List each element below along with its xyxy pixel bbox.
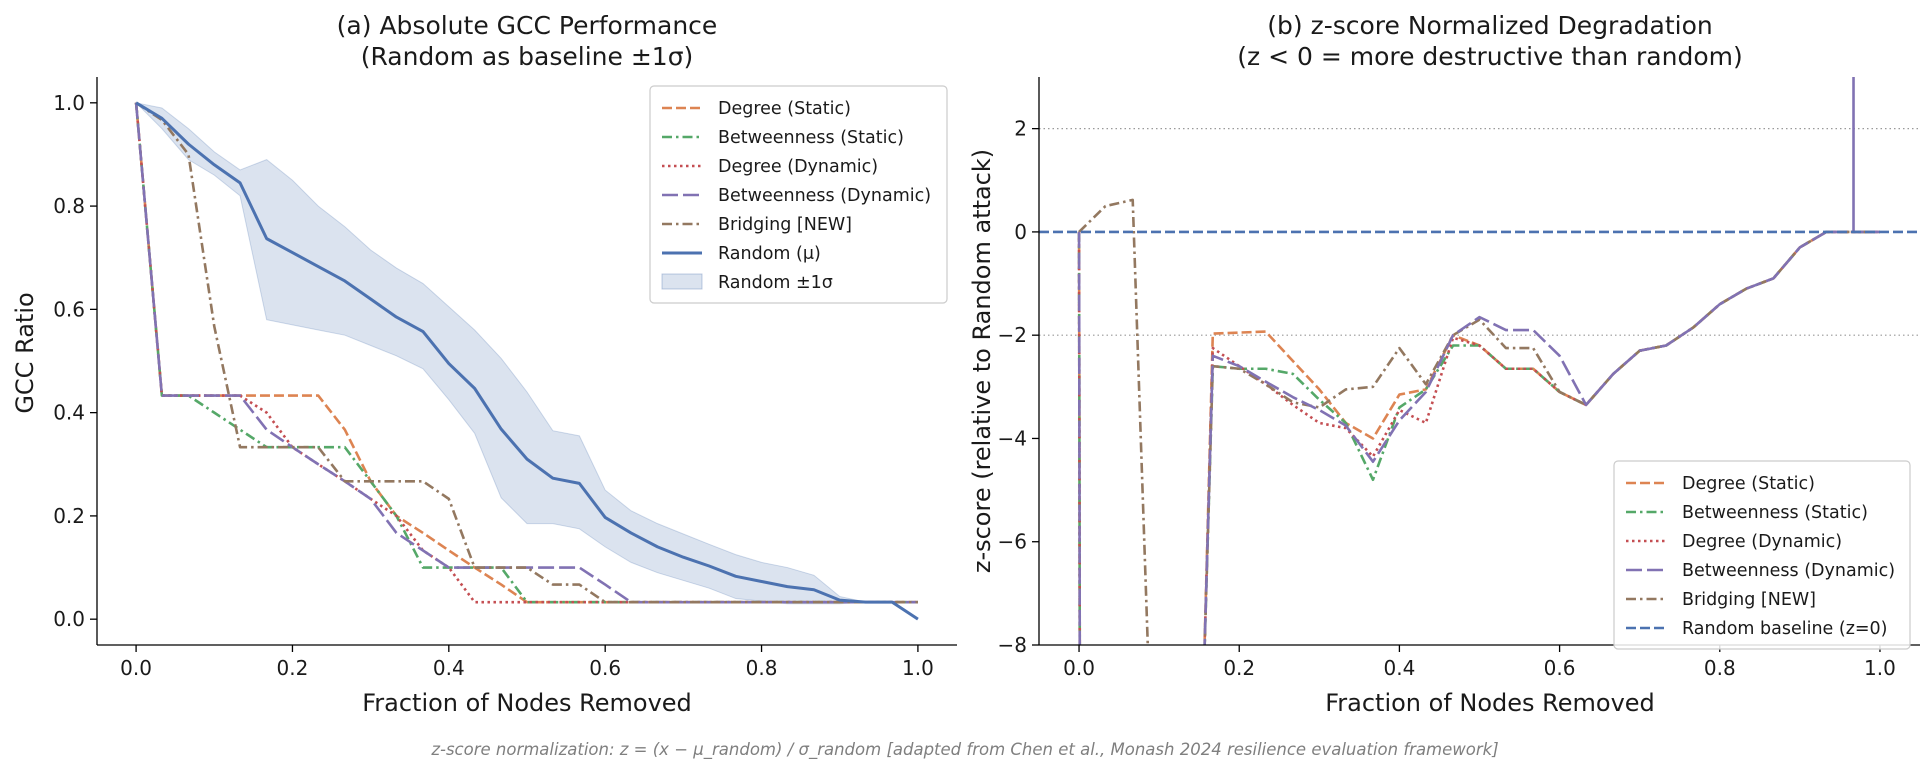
panel-a-x-tick-label: 0.0 (120, 656, 152, 680)
panel-b-y-tick-label: 2 (1014, 117, 1027, 141)
panel-a-y-tick-label: 0.0 (53, 607, 85, 631)
panel-a-axes: 0.0 0.2 0.4 0.6 0.8 1.0 0.0 0.2 0.4 0.6 0.8 1.0 (53, 77, 957, 680)
panel-a-x-tick-label: 0.8 (746, 656, 778, 680)
panel-a-x-tick-label: 0.6 (589, 656, 621, 680)
panel-b-x-tick-label: 0.2 (1223, 656, 1255, 680)
panel-b-x-axis-label: Fraction of Nodes Removed (1325, 689, 1655, 717)
panel-b-legend-label: Degree (Dynamic) (1682, 532, 1842, 552)
panel-a-title-line-1: (a) Absolute GCC Performance (337, 11, 718, 40)
panel-a-legend-frame (649, 85, 948, 304)
panel-a-y-tick-label: 0.8 (53, 194, 85, 218)
panel-a-y-axis-label: GCC Ratio (11, 292, 39, 413)
panel-a-x-tick-label: 0.4 (433, 656, 465, 680)
panel-b-legend-label: Random baseline (z=0) (1682, 619, 1888, 639)
panel-absolute-gcc: (a) Absolute GCC Performance (Random as … (11, 11, 957, 717)
panel-a-legend-label: Degree (Static) (718, 99, 851, 119)
panel-b-legend-label: Betweenness (Static) (1682, 503, 1868, 523)
panel-b-y-tick-label: −8 (998, 633, 1027, 657)
panel-b-series-betweenness-dynamic (1077, 77, 1880, 645)
panel-b-legend-label: Bridging [NEW] (1682, 590, 1816, 610)
panel-b-title-line-2: (z < 0 = more destructive than random) (1237, 42, 1742, 71)
panel-a-series-degree-dynamic (134, 102, 918, 604)
panel-b-x-tick-label: 0.6 (1544, 656, 1576, 680)
panel-a-legend: Degree (Static) Betweenness (Static) Degre… (649, 85, 948, 304)
panel-b-title-line-1: (b) z-score Normalized Degradation (1267, 11, 1712, 40)
panel-a-y-tick-label: 0.6 (53, 297, 85, 321)
panel-a-legend-label: Betweenness (Dynamic) (718, 186, 931, 206)
panel-a-x-tick-label: 1.0 (902, 656, 934, 680)
panel-a-plot-area (134, 101, 919, 621)
panel-b-y-tick-label: −6 (998, 530, 1027, 554)
panel-a-legend-swatch (661, 273, 703, 290)
panel-a-x-tick-label: 0.2 (277, 656, 309, 680)
panel-a-y-tick-label: 0.4 (53, 401, 85, 425)
panel-b-legend-label: Betweenness (Dynamic) (1682, 561, 1895, 581)
panel-a-x-axis-label: Fraction of Nodes Removed (362, 689, 692, 717)
panel-a-series-bridging-new (135, 101, 918, 604)
panel-b-y-tick-label: 0 (1014, 220, 1027, 244)
panel-b-x-tick-label: 1.0 (1864, 656, 1896, 680)
panel-a-series-random (135, 101, 919, 621)
panel-b-legend-label: Degree (Static) (1682, 474, 1815, 494)
panel-a-y-tick-label: 0.2 (53, 504, 85, 528)
panel-b-x-tick-label: 0.0 (1063, 656, 1095, 680)
panel-a-legend-label: Bridging [NEW] (718, 215, 852, 235)
panel-b-x-tick-label: 0.4 (1384, 656, 1416, 680)
panel-a-legend-label: Random ±1σ (718, 273, 833, 293)
panel-a-legend-label: Betweenness (Static) (718, 128, 904, 148)
panel-b-plot-area (1039, 77, 1920, 645)
panel-zscore: (b) z-score Normalized Degradation (z < … (968, 11, 1920, 717)
panel-b-x-tick-label: 0.8 (1704, 656, 1736, 680)
panel-b-y-tick-label: −4 (998, 426, 1027, 450)
panel-b-axes: 0.0 0.2 0.4 0.6 0.8 1.0 −8 −6 −4 −2 0 2 (998, 77, 1920, 680)
panel-b-legend: Degree (Static) Betweenness (Static) Degre… (1613, 460, 1911, 650)
panel-b-y-tick-label: −2 (998, 323, 1027, 347)
panel-a-legend-label: Degree (Dynamic) (718, 157, 878, 177)
panel-b-legend-frame (1613, 460, 1911, 650)
panel-a-legend-label: Random (μ) (718, 244, 821, 264)
footnote: z-score normalization: z = (x − μ_random… (430, 740, 1498, 760)
panel-a-title-line-2: (Random as baseline ±1σ) (361, 42, 694, 71)
panel-a-y-tick-label: 1.0 (53, 91, 85, 115)
panel-b-y-axis-label: z-score (relative to Random attack) (968, 149, 996, 573)
